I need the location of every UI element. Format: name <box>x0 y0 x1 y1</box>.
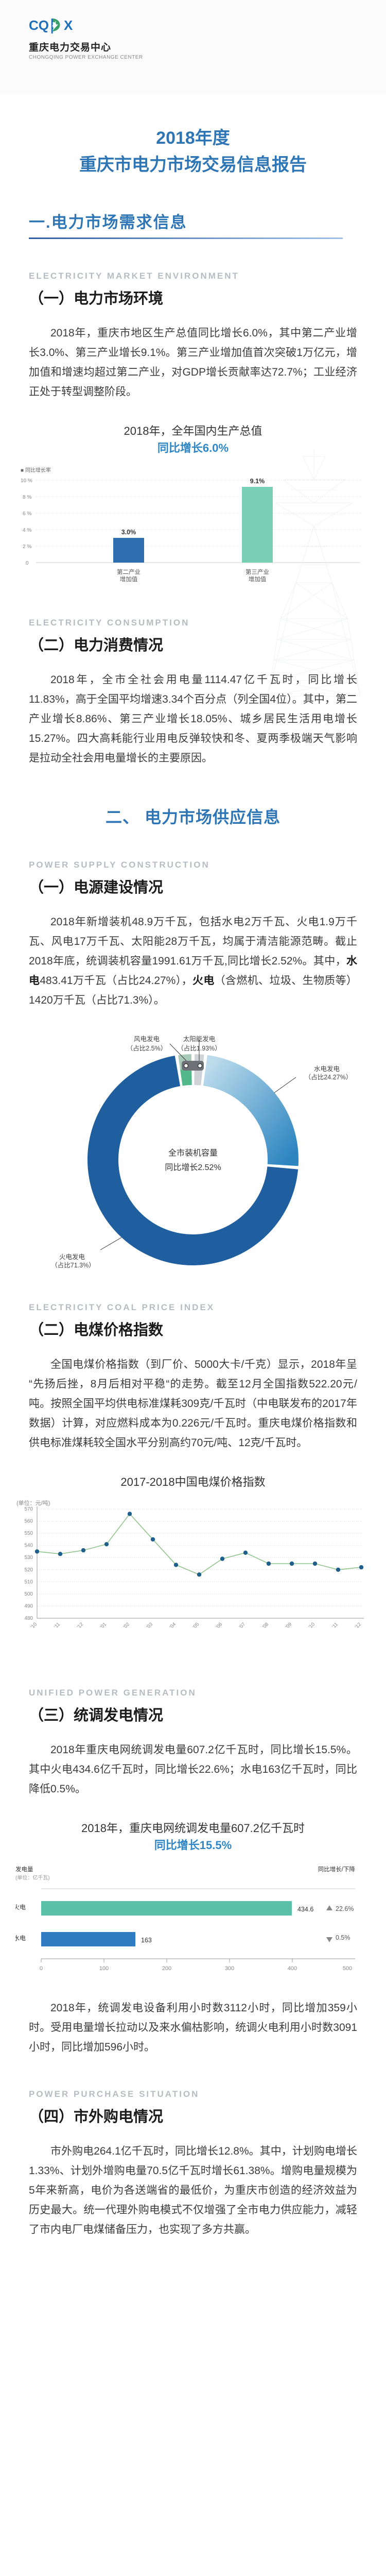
svg-text:太阳能发电: 太阳能发电 <box>183 1035 216 1043</box>
svg-text:水电发电: 水电发电 <box>314 1065 340 1073</box>
svg-text:'06: '06 <box>215 1621 224 1630</box>
svg-text:4 %: 4 % <box>23 528 31 533</box>
svg-text:'03: '03 <box>146 1621 154 1630</box>
svg-text:10 %: 10 % <box>21 478 32 484</box>
svg-text:0: 0 <box>26 561 29 566</box>
svg-text:480: 480 <box>24 1616 33 1621</box>
svg-text:(单位：元/吨): (单位：元/吨) <box>16 1499 50 1506</box>
svg-text:'11: '11 <box>53 1621 61 1630</box>
svg-text:'10: '10 <box>308 1621 317 1630</box>
svg-text:发电量: 发电量 <box>15 1866 33 1873</box>
svg-text:CQ: CQ <box>29 18 49 33</box>
svg-text:火电: 火电 <box>15 1904 26 1911</box>
svg-text:'07: '07 <box>238 1621 247 1630</box>
svg-text:'02: '02 <box>122 1621 131 1630</box>
svg-text:8 %: 8 % <box>23 495 31 500</box>
svg-text:风电发电: 风电发电 <box>134 1035 160 1043</box>
svg-text:300: 300 <box>225 1965 234 1972</box>
svg-text:增加值: 增加值 <box>120 575 138 583</box>
svg-text:'01: '01 <box>99 1621 108 1630</box>
svg-text:520: 520 <box>24 1567 33 1573</box>
svg-text:■ 同比增长率: ■ 同比增长率 <box>21 467 51 473</box>
svg-text:510: 510 <box>24 1579 33 1585</box>
svg-text:同比增长/下降: 同比增长/下降 <box>318 1866 356 1873</box>
svg-text:'11: '11 <box>331 1621 339 1630</box>
svg-text:火电发电: 火电发电 <box>59 1253 85 1261</box>
svg-text:水电: 水电 <box>15 1935 26 1942</box>
svg-text:530: 530 <box>24 1555 33 1561</box>
svg-text:同比增长2.52%: 同比增长2.52% <box>165 1163 221 1172</box>
svg-text:'09: '09 <box>285 1621 293 1630</box>
svg-text:全市装机容量: 全市装机容量 <box>168 1148 218 1158</box>
svg-text:2 %: 2 % <box>23 544 31 550</box>
svg-text:第二产业: 第二产业 <box>117 568 141 575</box>
svg-text:（占比2.5%）: （占比2.5%） <box>127 1044 167 1052</box>
svg-text:200: 200 <box>162 1965 171 1972</box>
svg-text:0.5%: 0.5% <box>336 1934 350 1941</box>
svg-text:6 %: 6 % <box>23 511 31 517</box>
svg-text:'12: '12 <box>354 1621 363 1630</box>
svg-text:'05: '05 <box>192 1621 201 1630</box>
svg-text:550: 550 <box>24 1531 33 1536</box>
svg-text:434.6: 434.6 <box>297 1906 313 1913</box>
svg-text:540: 540 <box>24 1543 33 1549</box>
svg-text:（占比24.27%）: （占比24.27%） <box>305 1073 352 1081</box>
svg-text:163: 163 <box>141 1937 152 1944</box>
svg-text:X: X <box>64 18 73 33</box>
svg-text:500: 500 <box>343 1965 352 1972</box>
svg-text:'10: '10 <box>30 1621 39 1630</box>
svg-text:400: 400 <box>288 1965 297 1972</box>
svg-text:'04: '04 <box>169 1621 178 1630</box>
svg-text:22.6%: 22.6% <box>336 1905 354 1912</box>
svg-text:（占比1.93%）: （占比1.93%） <box>177 1044 221 1052</box>
svg-text:'12: '12 <box>76 1621 85 1630</box>
svg-text:3.0%: 3.0% <box>121 529 136 536</box>
svg-text:'08: '08 <box>261 1621 270 1630</box>
svg-text:0: 0 <box>40 1965 43 1972</box>
svg-text:(单位：亿千瓦): (单位：亿千瓦) <box>15 1874 50 1881</box>
svg-text:（占比71.3%）: （占比71.3%） <box>51 1261 95 1268</box>
svg-text:100: 100 <box>99 1965 109 1972</box>
svg-text:560: 560 <box>24 1519 33 1524</box>
svg-text:500: 500 <box>24 1591 33 1597</box>
svg-text:570: 570 <box>24 1506 33 1512</box>
svg-text:490: 490 <box>24 1603 33 1609</box>
